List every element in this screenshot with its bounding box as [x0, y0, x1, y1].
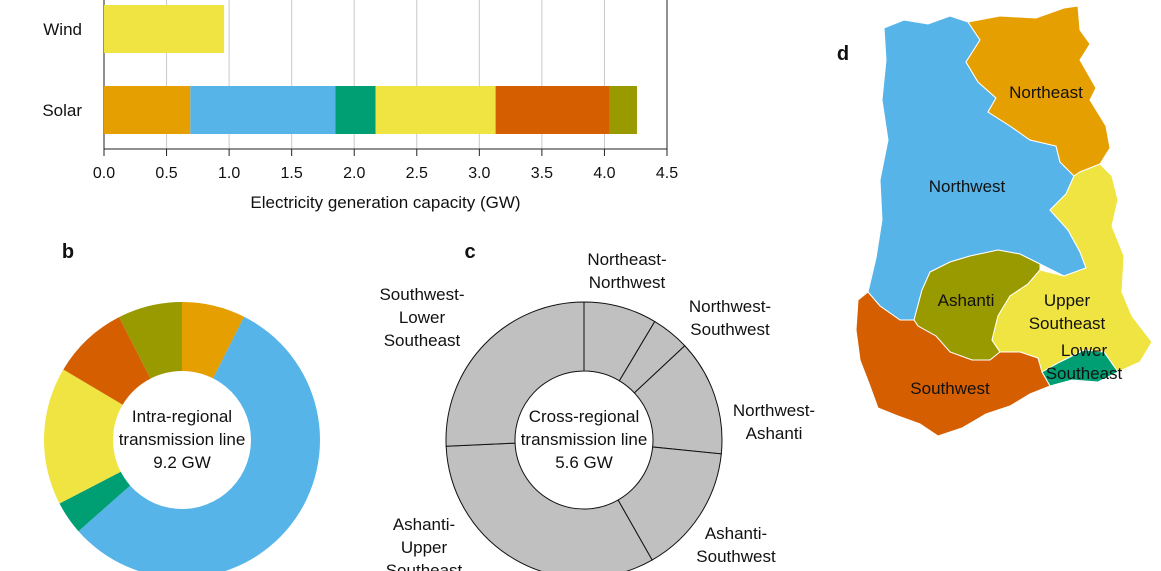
region-label-northeast: Northeast: [1009, 83, 1083, 102]
bar-northwest: [190, 86, 336, 134]
slice-ashanti-upper-southeast: [445, 442, 653, 571]
slice-label: Ashanti: [746, 424, 803, 443]
slice-label: Ashanti-: [393, 515, 455, 534]
region-southwest: [855, 291, 1051, 437]
donut-center-text: 9.2 GW: [153, 453, 211, 472]
x-axis-title: Electricity generation capacity (GW): [250, 193, 520, 212]
bar-northeast: [104, 86, 191, 134]
x-tick-label: 0.0: [93, 165, 115, 182]
donut-center-text: Intra-regional: [132, 407, 232, 426]
x-tick-label: 1.0: [218, 165, 240, 182]
x-tick-label: 4.0: [593, 165, 615, 182]
donut-center-text: transmission line: [521, 430, 648, 449]
slice-label: Northwest: [589, 273, 666, 292]
slice-lower-southeast: [59, 471, 131, 532]
x-tick-label: 2.0: [343, 165, 365, 182]
region-map: d Northwest Northeast Ashanti Upper Southeast…: [837, 5, 1153, 437]
slice-northwest: [78, 316, 320, 571]
bar-chart: 0.0 0.5 1.0 1.5 2.0 2.5 3.0 3.5 4.0 4.5 Wind Solar E…: [42, 0, 678, 212]
x-tick-label: 1.5: [281, 165, 303, 182]
x-tick-label: 3.0: [468, 165, 490, 182]
cross-regional-donut: c Northeast- Northwest Northwest- Southwest N…: [379, 241, 815, 571]
slice-label: Southeast: [386, 561, 463, 571]
slice-upper-southeast: [43, 369, 123, 504]
slice-ashanti: [119, 302, 182, 379]
slice-label: Northeast-: [587, 250, 666, 269]
panel-label-c: c: [464, 241, 475, 263]
slice-label: Southeast: [384, 331, 461, 350]
slice-label: Upper: [401, 538, 448, 557]
bar-upper-southeast: [375, 86, 496, 134]
x-tick-label: 0.5: [155, 165, 177, 182]
donut-center-text: 5.6 GW: [555, 453, 613, 472]
donut-center-text: Cross-regional: [529, 407, 640, 426]
y-category-label: Solar: [42, 101, 82, 120]
intra-regional-donut: b Intra-regional transmission line 9.2 GW: [43, 241, 320, 571]
donut-center-text: transmission line: [119, 430, 246, 449]
slice-label: Southwest-: [379, 285, 464, 304]
slice-label: Lower: [399, 308, 446, 327]
region-label-lower-southeast: Southeast: [1046, 364, 1123, 383]
region-label-ashanti: Ashanti: [938, 291, 995, 310]
x-tick-label: 2.5: [406, 165, 428, 182]
bar-upper-southeast: [104, 5, 225, 53]
slice-southwest: [63, 317, 151, 405]
slice-label: Northwest-: [689, 297, 771, 316]
region-label-lower-southeast: Lower: [1061, 341, 1108, 360]
slice-label: Northwest-: [733, 401, 815, 420]
y-category-label: Wind: [43, 20, 82, 39]
plot-frame: [103, 0, 668, 150]
slice-label: Southwest: [696, 547, 776, 566]
slice-label: Southwest: [690, 320, 770, 339]
region-label-northwest: Northwest: [929, 177, 1006, 196]
slice-southwest-lower-southeast: [445, 301, 585, 447]
panel-label-d: d: [837, 43, 849, 65]
panel-label-b: b: [62, 241, 74, 263]
slice-northeast: [182, 302, 245, 379]
slice-label: Ashanti-: [705, 524, 767, 543]
region-label-southwest: Southwest: [910, 379, 990, 398]
bar-lower-southeast: [335, 86, 376, 134]
bar-southwest: [495, 86, 610, 134]
region-lower-southeast: [1041, 349, 1119, 387]
x-tick-label: 3.5: [531, 165, 553, 182]
region-label-upper-southeast: Southeast: [1029, 314, 1106, 333]
region-label-upper-southeast: Upper: [1044, 291, 1091, 310]
bar-ashanti: [609, 86, 637, 134]
x-tick-label: 4.5: [656, 165, 678, 182]
